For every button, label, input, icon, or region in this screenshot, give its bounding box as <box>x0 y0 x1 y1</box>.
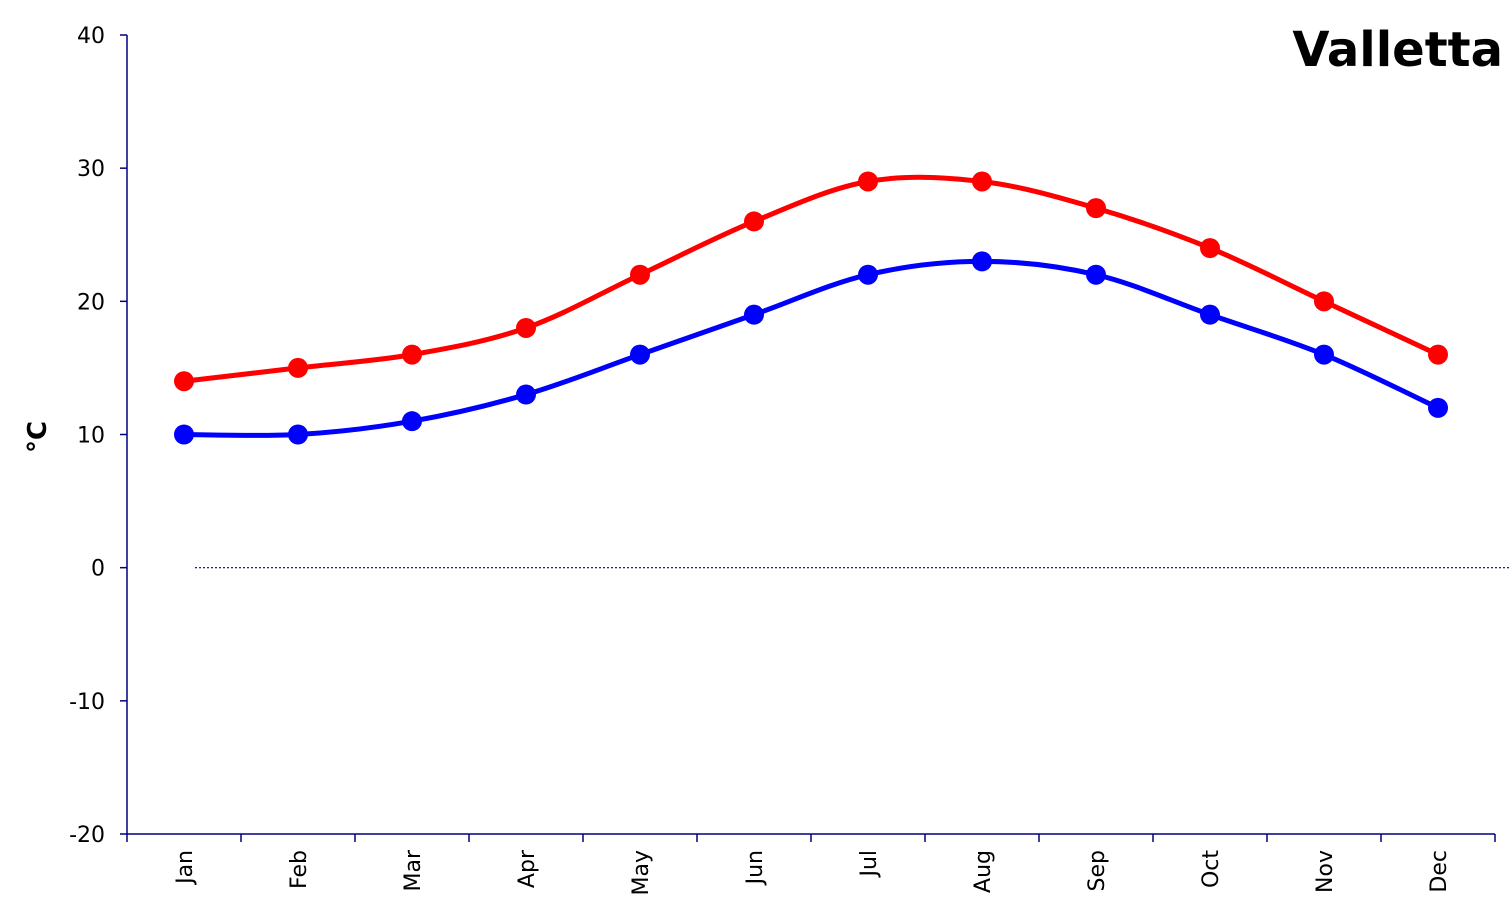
data-point <box>630 344 650 365</box>
data-point <box>972 171 992 192</box>
x-tick-label: Jan <box>173 850 198 886</box>
x-tick-label: Mar <box>401 849 426 891</box>
data-point <box>516 384 536 405</box>
data-point <box>1314 291 1334 312</box>
x-tick-label: Nov <box>1313 850 1338 893</box>
data-point <box>516 317 536 338</box>
y-tick-label: 10 <box>77 424 105 449</box>
y-tick-label: 20 <box>77 290 105 315</box>
data-point <box>630 264 650 285</box>
series-line <box>183 174 1440 384</box>
data-point <box>1086 264 1106 285</box>
data-point <box>402 344 422 365</box>
data-point <box>858 264 878 285</box>
data-point <box>174 424 194 445</box>
data-point <box>1086 198 1106 219</box>
data-point <box>972 251 992 272</box>
data-point <box>402 411 422 432</box>
data-point <box>858 171 878 192</box>
series-1 <box>174 251 1448 445</box>
x-tick-label: May <box>629 850 654 895</box>
data-point <box>1200 304 1220 325</box>
series-line <box>183 258 1440 438</box>
y-ticks: -20 -10 0 10 20 30 40 <box>69 24 127 848</box>
y-axis-label: °C <box>23 421 53 453</box>
x-tick-label: Dec <box>1427 850 1452 893</box>
chart-title: Valletta <box>1292 22 1503 78</box>
series-0 <box>174 171 1448 392</box>
y-tick-label: 30 <box>77 157 105 182</box>
data-point <box>744 211 764 232</box>
data-point <box>1428 344 1448 365</box>
y-tick-label: 0 <box>91 557 105 582</box>
x-ticks: Jan Feb Mar Apr May Jun Jul Aug Sep Oct Nov Dec <box>126 834 1496 895</box>
data-point <box>288 357 308 378</box>
series-layer <box>174 171 1448 445</box>
x-tick-label: Jun <box>743 850 768 886</box>
x-tick-label: Feb <box>287 850 312 889</box>
axes <box>126 35 1495 835</box>
data-point <box>744 304 764 325</box>
data-point <box>288 424 308 445</box>
data-point <box>1200 238 1220 259</box>
x-tick-label: Aug <box>971 850 996 893</box>
data-point <box>174 371 194 392</box>
x-tick-label: Oct <box>1199 850 1224 888</box>
x-tick-label: Apr <box>515 849 540 888</box>
x-tick-label: Sep <box>1085 850 1110 891</box>
y-tick-label: 40 <box>77 24 105 49</box>
data-point <box>1314 344 1334 365</box>
y-tick-label: -10 <box>69 690 105 715</box>
y-tick-label: -20 <box>69 823 105 848</box>
data-point <box>1428 397 1448 418</box>
x-tick-label: Jul <box>857 850 882 879</box>
